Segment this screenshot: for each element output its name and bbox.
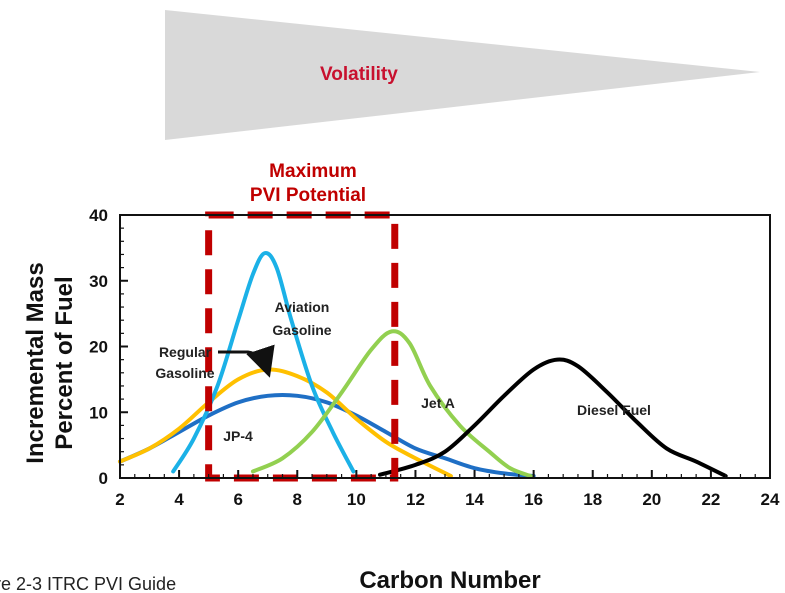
x-tick-label: 12 [406,490,425,509]
y-tick-label: 30 [89,272,108,291]
x-tick-label: 22 [701,490,720,509]
volatility-label: Volatility [320,64,398,85]
x-tick-label: 18 [583,490,602,509]
axes-frame [119,214,771,479]
x-tick-label: 24 [761,490,780,509]
y-tick-label: 10 [89,403,108,422]
series-label-jet-a: Jet A [421,395,455,411]
pvi-label-line2: PVI Potential [250,185,366,206]
y-axis-title-line1: Incremental Mass [22,262,49,463]
series-label-jp-4: JP-4 [223,428,253,444]
x-tick-label: 16 [524,490,543,509]
x-tick-label: 8 [293,490,302,509]
axis-layer [119,214,771,479]
series-labels: Aviation Gasoline Regular Gasoline JP-4 Jet A… [155,299,651,444]
volatility-wedge [165,10,760,140]
series-label-diesel-fuel: Diesel Fuel [577,402,651,418]
y-tick-label: 0 [99,469,108,488]
pvi-label-line1: Maximum [269,161,357,182]
y-tick-label: 20 [89,338,108,357]
series-line-jet-a [250,329,533,479]
y-tick-label: 40 [89,206,108,225]
regular-gasoline-arrow [218,344,275,378]
y-axis-title-line2: Percent of Fuel [51,276,78,449]
series-label-regular-gasoline: Regular Gasoline [155,344,214,381]
x-axis-title: Carbon Number [359,567,540,593]
x-tick-label: 4 [174,490,184,509]
x-tick-label: 10 [347,490,366,509]
series-line-regular-gasoline [118,367,453,479]
series-label-aviation-gasoline: Aviation Gasoline [272,299,331,338]
series-line-jp-4 [118,392,536,479]
x-tick-label: 6 [233,490,242,509]
series-line-diesel-fuel [378,357,728,479]
x-tick-label: 2 [115,490,124,509]
x-tick-label: 20 [642,490,661,509]
figure-caption: Figure 2-3 ITRC PVI Guide [0,574,176,593]
x-tick-label: 14 [465,490,484,509]
